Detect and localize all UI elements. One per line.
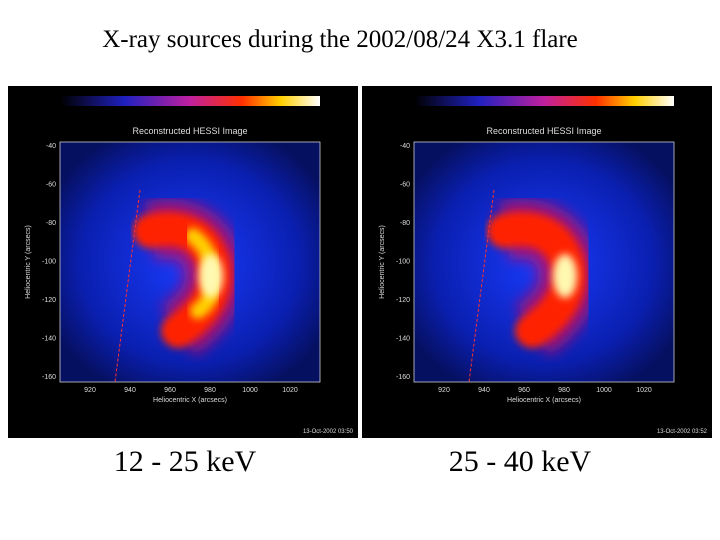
y-axis-label: Heliocentric Y (arcsecs)	[25, 225, 32, 299]
limb-line	[114, 189, 141, 382]
y-tick-label: -100	[42, 259, 56, 266]
source-peak	[199, 254, 223, 298]
x-tick-label: 940	[478, 387, 490, 394]
y-tick-label: -120	[42, 297, 56, 304]
y-tick-label: -100	[396, 259, 410, 266]
x-axis-label: Heliocentric X (arcsecs)	[153, 397, 227, 404]
y-tick-label: -60	[400, 182, 410, 189]
y-tick-label: -40	[46, 143, 56, 150]
y-axis-label: Heliocentric Y (arcsecs)	[379, 225, 386, 299]
y-tick-label: -40	[400, 143, 410, 150]
slide-title: X-ray sources during the 2002/08/24 X3.1…	[102, 26, 578, 53]
timestamp: 13-Oct-2002 03:50	[303, 429, 354, 435]
x-tick-label: 1020	[636, 387, 652, 394]
energy-caption: 25 - 40 keV	[448, 445, 592, 478]
x-tick-label: 1020	[282, 387, 298, 394]
y-tick-label: -120	[396, 297, 410, 304]
flare-image: Reconstructed HESSI Image -40 -60 -80 -100 -1…	[362, 86, 712, 438]
plot-border	[413, 141, 675, 383]
timestamp: 13-Oct-2002 03:52	[657, 429, 708, 435]
x-tick-label: 920	[438, 387, 450, 394]
limb-line	[468, 189, 495, 382]
x-tick-label: 980	[204, 387, 216, 394]
x-tick-label: 940	[124, 387, 136, 394]
x-tick-label: 960	[164, 387, 176, 394]
panel-heading: Reconstructed HESSI Image	[132, 126, 247, 136]
y-tick-label: -60	[46, 182, 56, 189]
x-tick-label: 1000	[596, 387, 612, 394]
x-tick-label: 980	[558, 387, 570, 394]
y-tick-label: -140	[396, 336, 410, 343]
source-peak	[553, 254, 577, 298]
plot-border	[59, 141, 321, 383]
colorbar	[60, 96, 320, 106]
y-tick-label: -80	[46, 220, 56, 227]
x-tick-label: 960	[518, 387, 530, 394]
panel-heading: Reconstructed HESSI Image	[486, 126, 601, 136]
y-tick-label: -160	[42, 374, 56, 381]
y-tick-label: -140	[42, 336, 56, 343]
x-tick-label: 920	[84, 387, 96, 394]
energy-caption: 12 - 25 keV	[113, 445, 257, 478]
x-tick-label: 1000	[242, 387, 258, 394]
colorbar	[414, 96, 674, 106]
flare-image: Reconstructed HESSI Image -40 -60 -80 -100 -1…	[8, 86, 358, 438]
y-tick-label: -80	[400, 220, 410, 227]
x-axis-label: Heliocentric X (arcsecs)	[507, 397, 581, 404]
y-tick-label: -160	[396, 374, 410, 381]
